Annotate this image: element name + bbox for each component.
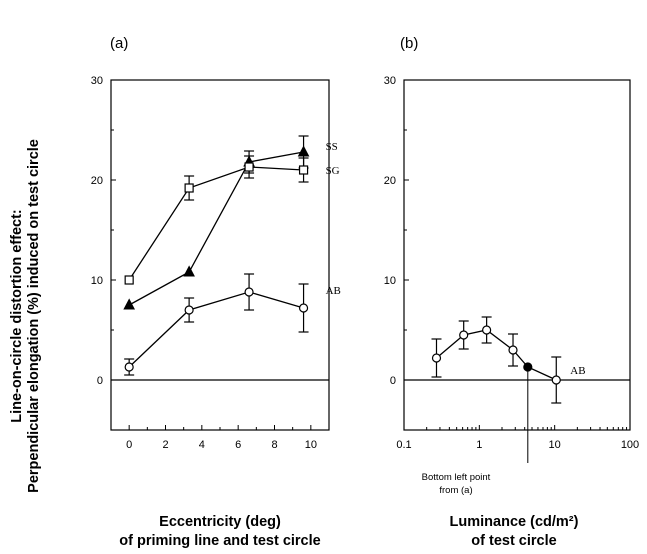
circle-point — [244, 287, 254, 297]
circle-point — [124, 362, 134, 372]
x-tick-label: 4 — [199, 439, 205, 451]
y-tick-label: 10 — [384, 275, 396, 287]
x-tick-label: 100 — [621, 439, 639, 451]
y-tick-label: 0 — [97, 375, 103, 387]
series-line-sg — [128, 166, 304, 281]
series-line-ab — [436, 329, 557, 381]
x-tick-label: 0 — [126, 439, 132, 451]
panel-a-tag: (a) — [110, 35, 128, 52]
panel-b-marks: AB — [404, 316, 630, 463]
y-tick-label: 30 — [91, 75, 103, 87]
panel-b: (b) 0 10 20 30 0.1 1 10 100 AB Bottom left poi… — [384, 35, 639, 549]
square-point — [124, 275, 134, 285]
circle-point — [508, 345, 518, 355]
y-tick-label: 20 — [91, 175, 103, 187]
panel-b-x-title-line-1: Luminance (cd/m²) — [450, 514, 579, 530]
triangle-point — [123, 298, 135, 310]
panel-b-y-ticks: 0 10 20 30 — [384, 75, 409, 431]
series-line-ab — [128, 291, 304, 368]
y-tick-label: 0 — [390, 375, 396, 387]
circle-point — [551, 375, 561, 385]
y-axis-title-line-2: Perpendicular elongation (%) induced on … — [26, 139, 42, 493]
panel-a-y-ticks: 0 10 20 30 — [91, 75, 116, 431]
panel-a-x-title-line-1: Eccentricity (deg) — [159, 514, 281, 530]
x-tick-label: 6 — [235, 439, 241, 451]
triangle-point — [183, 265, 195, 277]
x-tick-label: 8 — [271, 439, 277, 451]
series-label-sg: SG — [326, 165, 340, 177]
series-label-ss: SS — [326, 141, 338, 153]
circle-point — [431, 353, 442, 363]
circle-point — [298, 303, 309, 313]
square-point — [244, 162, 254, 172]
panel-b-frame — [403, 79, 631, 431]
circle-point — [459, 330, 469, 340]
series-label-ab: AB — [570, 365, 585, 377]
y-axis-title: Line-on-circle distortion effect: Perpen… — [9, 139, 42, 493]
panel-a: (a) 0 10 20 30 0 2 4 6 8 10 SS SG AB Eccentricity … — [91, 35, 341, 549]
y-tick-label: 20 — [384, 175, 396, 187]
annotation-line-1: Bottom left point — [422, 472, 491, 483]
panel-a-frame — [110, 79, 330, 431]
y-axis-title-line-1: Line-on-circle distortion effect: — [9, 209, 25, 423]
circle-point — [184, 305, 194, 315]
panel-b-x-ticks: 0.1 1 10 100 — [396, 425, 639, 451]
x-tick-label: 1 — [476, 439, 482, 451]
x-tick-label: 10 — [305, 439, 317, 451]
square-point — [184, 183, 194, 193]
y-tick-label: 10 — [91, 275, 103, 287]
x-tick-label: 2 — [162, 439, 168, 451]
panel-a-marks: SS SG AB — [111, 135, 341, 381]
x-tick-label: 10 — [549, 439, 561, 451]
panel-b-tag: (b) — [400, 35, 418, 52]
panel-a-x-title-line-2: of priming line and test circle — [119, 533, 320, 549]
triangle-point — [297, 145, 310, 157]
panel-b-x-title-line-2: of test circle — [471, 533, 556, 549]
square-point — [298, 165, 309, 175]
series-label-ab: AB — [326, 285, 341, 297]
y-tick-label: 30 — [384, 75, 396, 87]
circle-point — [482, 325, 492, 335]
panel-a-x-ticks: 0 2 4 6 8 10 — [126, 425, 317, 451]
annotation-line-2: from (a) — [439, 485, 472, 496]
series-line-ss — [128, 151, 304, 306]
x-tick-label: 0.1 — [396, 439, 411, 451]
